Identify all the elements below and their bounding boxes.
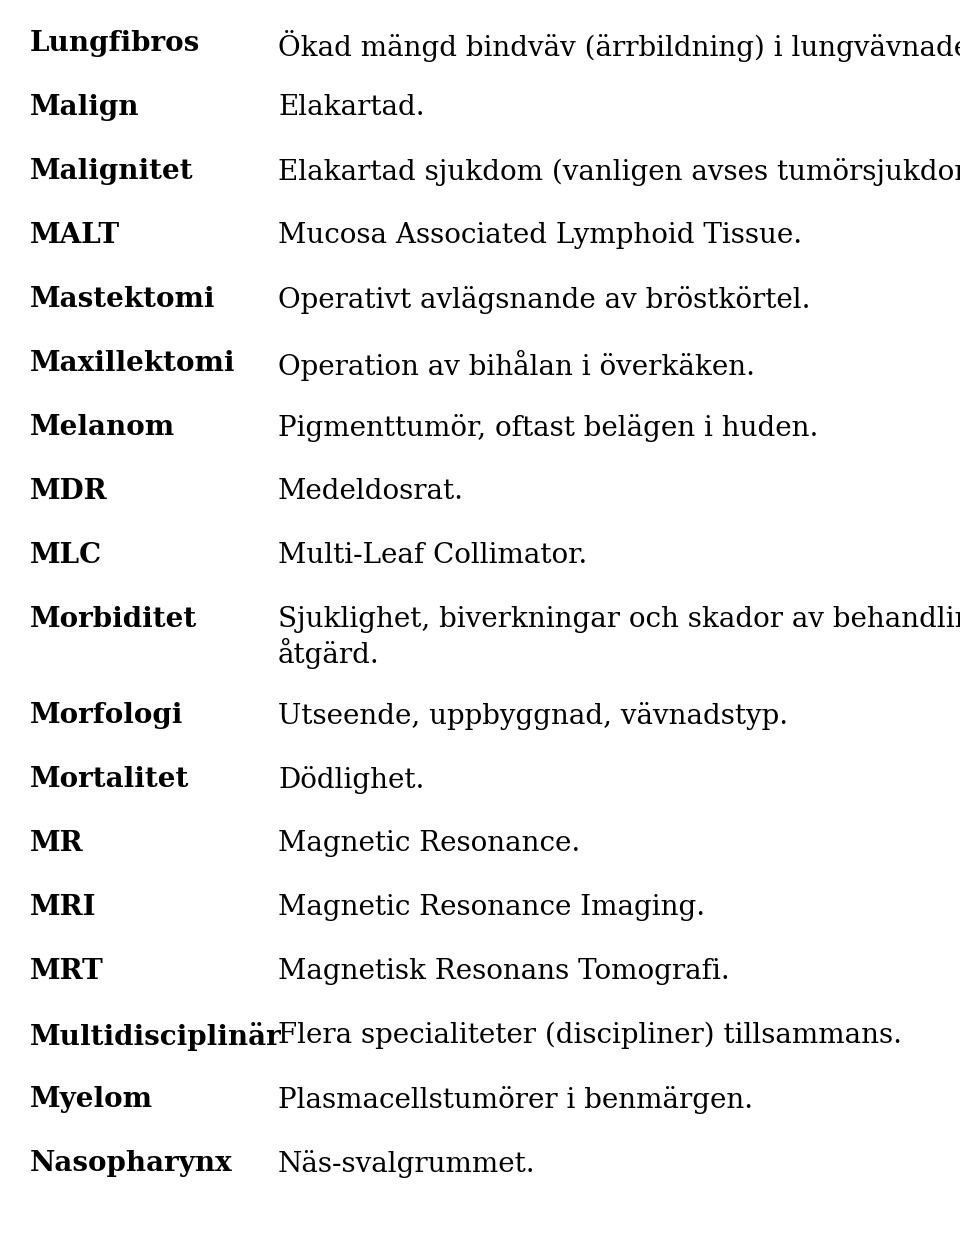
Text: Multidisciplinär: Multidisciplinär <box>30 1022 281 1051</box>
Text: Mortalitet: Mortalitet <box>30 766 189 793</box>
Text: Pigmenttumör, oftast belägen i huden.: Pigmenttumör, oftast belägen i huden. <box>278 415 818 442</box>
Text: Morbiditet: Morbiditet <box>30 606 197 632</box>
Text: MLC: MLC <box>30 542 102 569</box>
Text: Operation av bihålan i överkäken.: Operation av bihålan i överkäken. <box>278 350 755 381</box>
Text: Melanom: Melanom <box>30 415 175 441</box>
Text: Sjuklighet, biverkningar och skador av behandling eller
åtgärd.: Sjuklighet, biverkningar och skador av b… <box>278 606 960 669</box>
Text: Magnetisk Resonans Tomografi.: Magnetisk Resonans Tomografi. <box>278 957 730 985</box>
Text: Medeldosrat.: Medeldosrat. <box>278 478 464 505</box>
Text: MALT: MALT <box>30 222 120 249</box>
Text: Magnetic Resonance.: Magnetic Resonance. <box>278 830 580 857</box>
Text: Mucosa Associated Lymphoid Tissue.: Mucosa Associated Lymphoid Tissue. <box>278 222 803 249</box>
Text: Malignitet: Malignitet <box>30 158 194 186</box>
Text: MR: MR <box>30 830 84 857</box>
Text: Maxillektomi: Maxillektomi <box>30 350 235 377</box>
Text: Morfologi: Morfologi <box>30 702 183 730</box>
Text: Elakartad sjukdom (vanligen avses tumörsjukdom).: Elakartad sjukdom (vanligen avses tumörs… <box>278 158 960 186</box>
Text: Multi-Leaf Collimator.: Multi-Leaf Collimator. <box>278 542 588 569</box>
Text: MDR: MDR <box>30 478 108 505</box>
Text: Operativt avlägsnande av bröstkörtel.: Operativt avlägsnande av bröstkörtel. <box>278 286 810 314</box>
Text: Ökad mängd bindväv (ärrbildning) i lungvävnaden.: Ökad mängd bindväv (ärrbildning) i lungv… <box>278 30 960 62</box>
Text: MRT: MRT <box>30 957 104 985</box>
Text: Myelom: Myelom <box>30 1086 153 1113</box>
Text: Utseende, uppbyggnad, vävnadstyp.: Utseende, uppbyggnad, vävnadstyp. <box>278 702 788 730</box>
Text: Elakartad.: Elakartad. <box>278 95 424 121</box>
Text: Lungfibros: Lungfibros <box>30 30 201 57</box>
Text: Dödlighet.: Dödlighet. <box>278 766 424 794</box>
Text: Flera specialiteter (discipliner) tillsammans.: Flera specialiteter (discipliner) tillsa… <box>278 1022 902 1050</box>
Text: Magnetic Resonance Imaging.: Magnetic Resonance Imaging. <box>278 894 706 921</box>
Text: Malign: Malign <box>30 95 139 121</box>
Text: MRI: MRI <box>30 894 97 921</box>
Text: Nasopharynx: Nasopharynx <box>30 1150 232 1177</box>
Text: Näs-svalgrummet.: Näs-svalgrummet. <box>278 1150 536 1178</box>
Text: Mastektomi: Mastektomi <box>30 286 215 312</box>
Text: Plasmacellstumörer i benmärgen.: Plasmacellstumörer i benmärgen. <box>278 1086 754 1114</box>
